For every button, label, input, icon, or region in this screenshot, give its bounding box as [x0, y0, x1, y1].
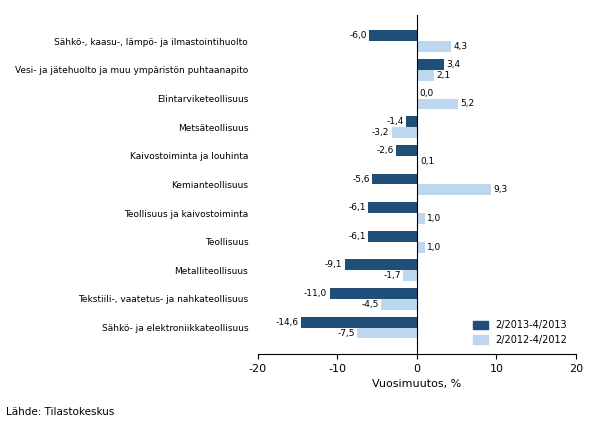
- Text: -6,1: -6,1: [349, 203, 366, 212]
- Text: -6,0: -6,0: [349, 31, 367, 40]
- Bar: [369, 30, 417, 41]
- Text: -11,0: -11,0: [304, 289, 327, 298]
- Text: 3,4: 3,4: [446, 60, 460, 69]
- Text: Lähde: Tilastokeskus: Lähde: Tilastokeskus: [6, 407, 114, 417]
- Text: -5,6: -5,6: [353, 174, 370, 184]
- Bar: [406, 116, 417, 127]
- Bar: [381, 299, 417, 310]
- Text: -1,7: -1,7: [383, 271, 401, 280]
- Text: -6,1: -6,1: [349, 232, 366, 241]
- Bar: [417, 99, 458, 109]
- Bar: [417, 156, 418, 167]
- Bar: [396, 145, 417, 156]
- Text: -1,4: -1,4: [386, 117, 404, 126]
- Bar: [417, 184, 491, 195]
- Bar: [417, 242, 425, 253]
- Bar: [358, 328, 417, 338]
- Bar: [373, 173, 417, 184]
- Text: 0,1: 0,1: [420, 157, 434, 166]
- Text: -9,1: -9,1: [325, 261, 342, 269]
- Text: 2,1: 2,1: [436, 71, 450, 80]
- Text: 5,2: 5,2: [460, 99, 475, 109]
- Text: -14,6: -14,6: [276, 318, 298, 327]
- Legend: 2/2013-4/2013, 2/2012-4/2012: 2/2013-4/2013, 2/2012-4/2012: [469, 317, 571, 349]
- Bar: [392, 127, 417, 138]
- Bar: [368, 202, 417, 213]
- Text: 1,0: 1,0: [428, 242, 441, 252]
- Bar: [417, 213, 425, 224]
- Bar: [344, 259, 417, 270]
- Text: 4,3: 4,3: [453, 42, 468, 51]
- X-axis label: Vuosimuutos, %: Vuosimuutos, %: [373, 379, 462, 389]
- Bar: [417, 41, 451, 52]
- Bar: [329, 288, 417, 299]
- Text: 0,0: 0,0: [419, 88, 434, 98]
- Bar: [417, 70, 434, 81]
- Bar: [301, 317, 417, 328]
- Text: 9,3: 9,3: [493, 185, 508, 195]
- Bar: [417, 59, 444, 70]
- Text: -7,5: -7,5: [337, 328, 355, 338]
- Bar: [368, 231, 417, 242]
- Text: -2,6: -2,6: [377, 146, 394, 155]
- Bar: [404, 270, 417, 281]
- Text: -4,5: -4,5: [361, 300, 379, 309]
- Text: 1,0: 1,0: [428, 214, 441, 223]
- Text: -3,2: -3,2: [372, 128, 389, 137]
